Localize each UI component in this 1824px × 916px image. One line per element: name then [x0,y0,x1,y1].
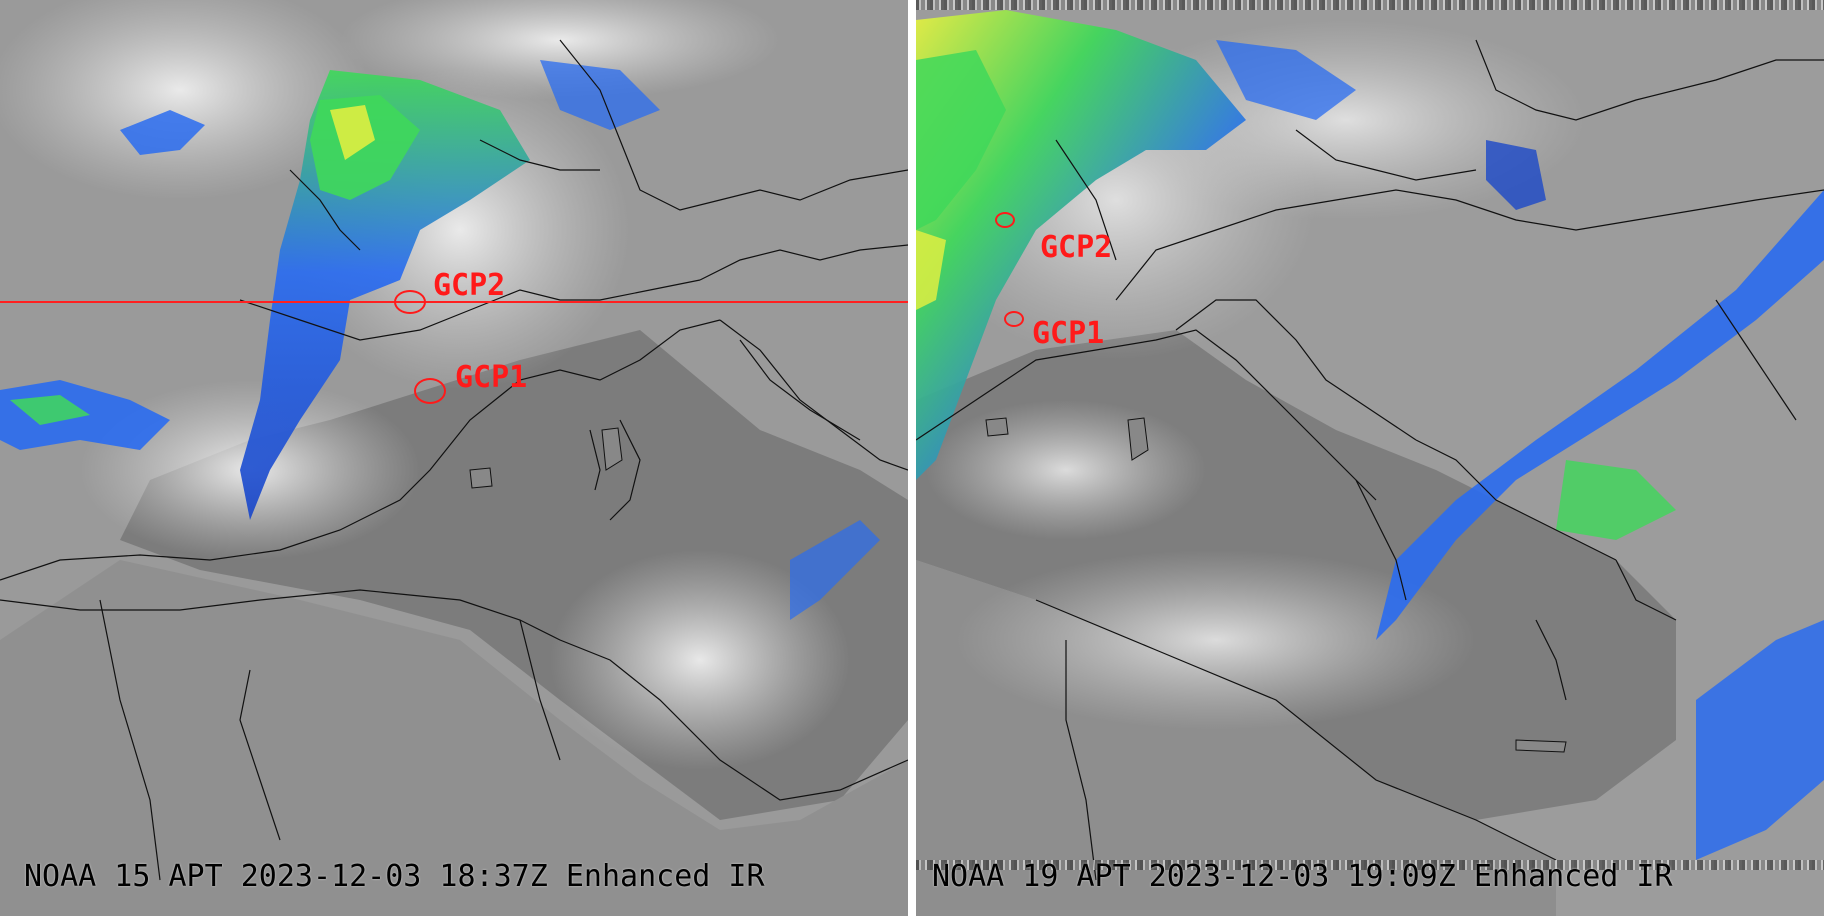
bottom-signal-noise-band [916,860,1824,870]
gcp2-marker-circle [394,290,426,314]
image-caption: NOAA 19 APT 2023-12-03 19:09Z Enhanced I… [932,859,1673,894]
coastline-borders [916,39,1824,881]
gcp1-label: GCP1 [455,360,528,395]
gcp2-marker-circle [995,212,1015,228]
gcp1-label: GCP1 [1032,316,1105,351]
left-satellite-image: GCP2 GCP1 NOAA 15 APT 2023-12-03 18:37Z … [0,0,908,916]
panel-divider [908,0,916,916]
gcp2-label: GCP2 [1040,230,1113,265]
reference-scan-line [0,301,908,303]
gcp1-marker-circle [1004,311,1024,327]
image-caption: NOAA 15 APT 2023-12-03 18:37Z Enhanced I… [24,859,765,894]
gcp1-marker-circle [414,378,446,404]
left-enhanced-ir-map [0,0,908,916]
right-satellite-image: GCP2 GCP1 NOAA 19 APT 2023-12-03 19:09Z … [916,0,1824,916]
coastline-borders [0,39,908,881]
top-signal-noise-band [916,0,1824,10]
gcp2-label: GCP2 [433,268,506,303]
right-enhanced-ir-map [916,0,1824,916]
